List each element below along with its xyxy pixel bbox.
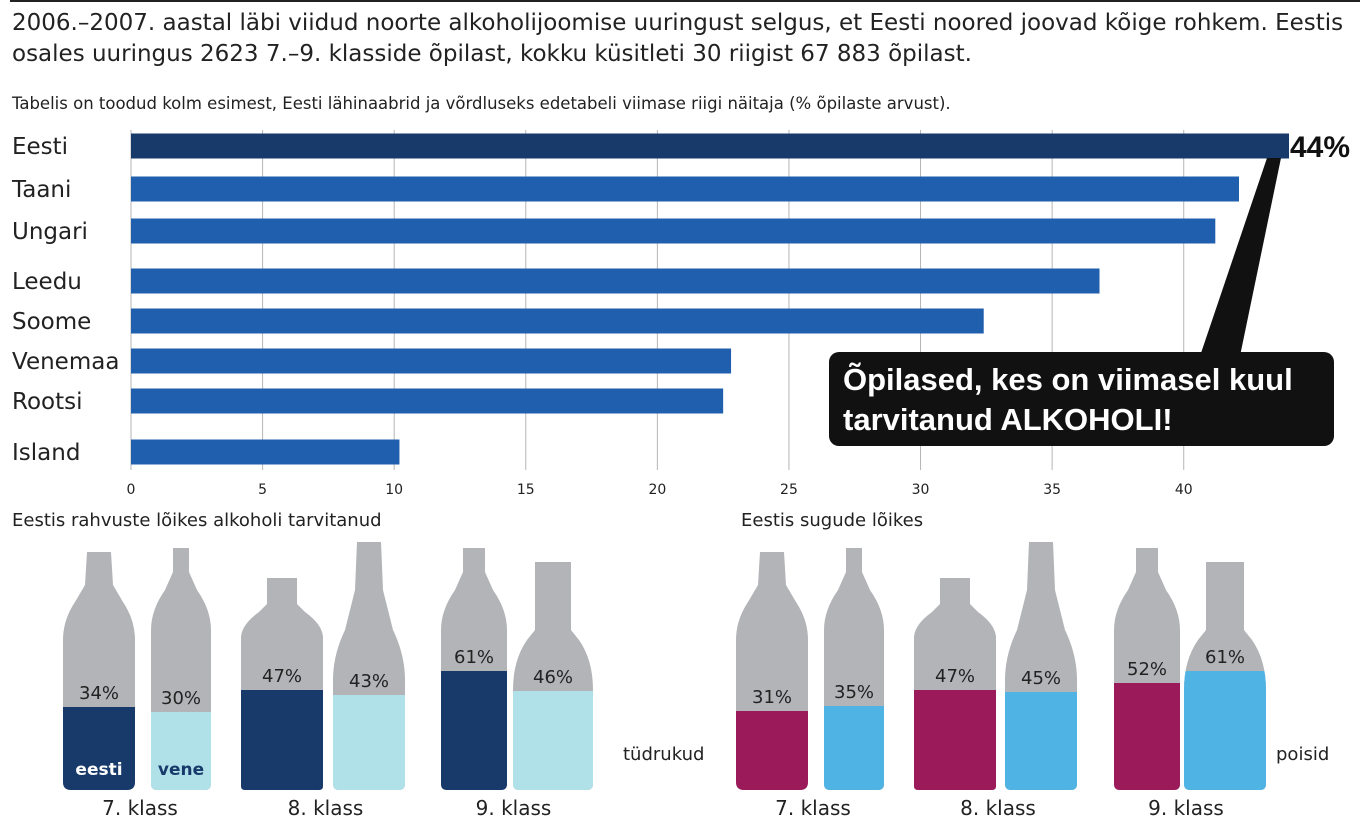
bottle-fill	[1184, 671, 1266, 790]
nationality-bottle-vene: 46%	[513, 562, 593, 790]
intro-text: 2006.–2007. aastal läbi viidud noorte al…	[12, 10, 1344, 67]
value-label: 43%	[349, 671, 389, 692]
bar-soome	[131, 308, 984, 334]
class-label: 8. klass	[960, 796, 1036, 820]
top-rule	[10, 0, 1360, 2]
class-label: 9. klass	[1148, 796, 1224, 820]
nationality-bottle-vene: 43%	[333, 542, 405, 790]
nationality-bottle-eesti: 34%	[63, 552, 135, 790]
bottle-fill	[441, 671, 507, 790]
series-label-poisid: poisid	[1276, 744, 1329, 765]
gender-bottle-tüdrukud: 47%	[914, 578, 996, 790]
bar-island	[131, 439, 400, 465]
bottle-fill	[513, 691, 593, 790]
bar-leedu	[131, 268, 1100, 294]
category-label: Rootsi	[12, 389, 82, 415]
gender-bottle-poisid: 35%	[824, 548, 884, 790]
bottle-fill	[241, 690, 323, 790]
x-tick-label: 40	[1175, 482, 1193, 498]
series-label-eesti: eesti	[75, 760, 122, 780]
bottle-fill	[1005, 692, 1077, 790]
bottle-fill	[914, 690, 996, 790]
gender-bottle-tüdrukud: 31%	[736, 552, 808, 790]
nationality-bottle-eesti: 61%	[441, 548, 507, 790]
callout-pointer	[1200, 158, 1281, 356]
bottle-fill	[824, 706, 884, 790]
class-label: 7. klass	[102, 796, 178, 820]
x-tick-label: 5	[258, 482, 267, 498]
category-label: Leedu	[12, 269, 82, 295]
highlight-value-label: 44%	[1290, 131, 1350, 164]
value-label: 31%	[752, 687, 792, 708]
value-label: 34%	[79, 683, 119, 704]
bottle-fill	[736, 711, 808, 790]
gender-bottle-tüdrukud: 52%	[1114, 548, 1180, 790]
callout-box: Õpilased, kes on viimasel kuul tarvitanu…	[829, 352, 1334, 446]
series-label-tudrukud: tüdrukud	[623, 744, 704, 765]
x-tick-label: 35	[1043, 482, 1061, 498]
value-label: 35%	[834, 682, 874, 703]
category-label: Taani	[11, 177, 71, 203]
value-label: 47%	[262, 666, 302, 687]
value-label: 61%	[454, 647, 494, 668]
bar-rootsi	[131, 388, 724, 414]
x-tick-label: 15	[517, 482, 535, 498]
value-label: 46%	[533, 667, 573, 688]
value-label: 61%	[1205, 647, 1245, 668]
category-label: Eesti	[12, 134, 68, 160]
value-label: 45%	[1021, 668, 1061, 689]
value-label: 47%	[935, 666, 975, 687]
bottle-fill	[63, 707, 135, 790]
x-tick-label: 10	[385, 482, 403, 498]
nationality-bottle-eesti: 47%	[241, 578, 323, 790]
x-tick-label: 30	[912, 482, 930, 498]
bottle-fill	[333, 695, 405, 790]
nationality-bottle-vene: 30%	[151, 548, 211, 790]
category-label: Soome	[12, 309, 91, 335]
gender-bottle-poisid: 45%	[1005, 542, 1077, 790]
bar-ungari	[131, 218, 1216, 244]
series-label-vene: vene	[158, 760, 204, 780]
bar-taani	[131, 176, 1239, 202]
x-tick-label: 25	[780, 482, 798, 498]
class-label: 7. klass	[775, 796, 851, 820]
value-label: 30%	[161, 688, 201, 709]
category-label: Island	[12, 440, 80, 466]
bar-venemaa	[131, 348, 732, 374]
x-tick-label: 20	[648, 482, 666, 498]
class-label: 9. klass	[476, 796, 552, 820]
section-title-nationality: Eestis rahvuste lõikes alkoholi tarvitan…	[12, 510, 382, 531]
bottle-fill	[1114, 683, 1180, 790]
class-label: 8. klass	[288, 796, 364, 820]
value-label: 52%	[1127, 659, 1167, 680]
x-tick-label: 0	[127, 482, 136, 498]
bar-eesti	[131, 133, 1289, 159]
bottle-fill	[151, 712, 211, 790]
category-label: Ungari	[12, 219, 88, 245]
section-title-gender: Eestis sugude lõikes	[741, 510, 924, 531]
chart-subtitle: Tabelis on toodud kolm esimest, Eesti lä…	[12, 94, 951, 113]
category-label: Venemaa	[12, 349, 119, 375]
gender-bottle-poisid: 61%	[1184, 562, 1266, 790]
